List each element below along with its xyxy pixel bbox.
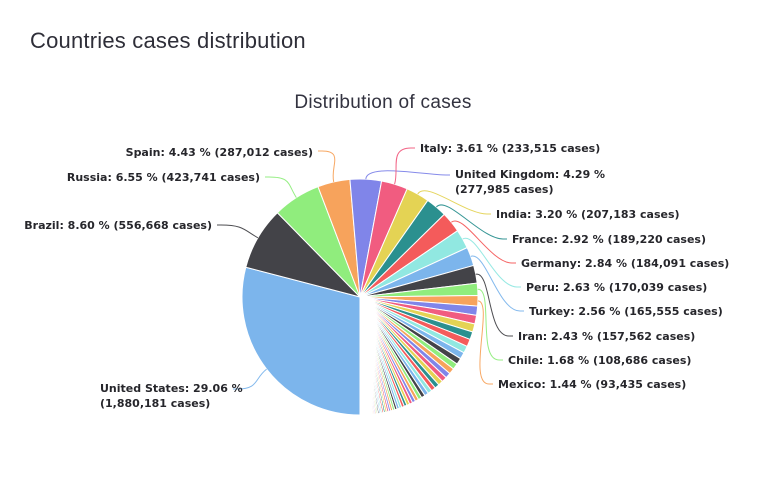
label-connector-united-states (233, 368, 267, 390)
label-connector-iran (475, 273, 513, 337)
label-connector-germany (450, 220, 516, 264)
slice-label-india: India: 3.20 % (207,183 cases) (496, 207, 680, 222)
slice-label-peru: Peru: 2.63 % (170,039 cases) (526, 280, 707, 295)
slice-label-line: (277,985 cases) (455, 183, 554, 196)
label-connectors-group (217, 147, 524, 390)
label-connector-turkey (470, 255, 524, 312)
label-connector-peru (462, 237, 521, 288)
slice-label-line: Italy: 3.61 % (233,515 cases) (420, 142, 601, 155)
label-connector-spain (318, 150, 336, 183)
slice-label-france: France: 2.92 % (189,220 cases) (512, 232, 706, 247)
pie-slices-group (241, 178, 479, 416)
slice-label-mexico: Mexico: 1.44 % (93,435 cases) (498, 377, 686, 392)
slice-label-line: Mexico: 1.44 % (93,435 cases) (498, 378, 687, 391)
slice-label-line: Peru: 2.63 % (170,039 cases) (526, 281, 708, 294)
slice-label-united-kingdom: United Kingdom: 4.29 % (277,985 cases) (455, 167, 605, 197)
label-connector-india (417, 190, 491, 215)
label-connector-russia (265, 176, 297, 198)
slice-label-line: Spain: 4.43 % (287,012 cases) (125, 146, 313, 159)
slice-label-russia: Russia: 6.55 % (423,741 cases) (67, 170, 260, 185)
slice-label-line: Germany: 2.84 % (184,091 cases) (521, 257, 730, 270)
slice-label-line: United States: 29.06 % (100, 382, 243, 395)
slice-label-germany: Germany: 2.84 % (184,091 cases) (521, 256, 729, 271)
slice-label-line: Chile: 1.68 % (108,686 cases) (508, 354, 692, 367)
slice-label-line: India: 3.20 % (207,183 cases) (496, 208, 680, 221)
slice-label-united-states: United States: 29.06 % (1,880,181 cases) (100, 381, 243, 411)
slice-label-iran: Iran: 2.43 % (157,562 cases) (518, 329, 695, 344)
label-connector-united-kingdom (365, 170, 450, 180)
slice-label-line: (1,880,181 cases) (100, 397, 211, 410)
slice-label-line: Russia: 6.55 % (423,741 cases) (66, 171, 260, 184)
slice-label-turkey: Turkey: 2.56 % (165,555 cases) (529, 304, 723, 319)
slice-label-line: United Kingdom: 4.29 % (455, 168, 606, 181)
slice-label-italy: Italy: 3.61 % (233,515 cases) (420, 141, 600, 156)
chart-title: Distribution of cases (294, 92, 472, 113)
slice-label-line: Turkey: 2.56 % (165,555 cases) (529, 305, 723, 318)
label-connector-italy (394, 147, 415, 185)
label-connector-mexico (477, 300, 493, 385)
label-connector-chile (477, 288, 503, 361)
slice-label-chile: Chile: 1.68 % (108,686 cases) (508, 353, 691, 368)
label-connector-brazil (217, 224, 259, 239)
slice-label-line: France: 2.92 % (189,220 cases) (512, 233, 707, 246)
page-title: Countries cases distribution (30, 28, 306, 53)
slice-label-spain: Spain: 4.43 % (287,012 cases) (126, 145, 313, 160)
slice-label-brazil: Brazil: 8.60 % (556,668 cases) (24, 218, 212, 233)
slice-label-line: Iran: 2.43 % (157,562 cases) (518, 330, 696, 343)
label-connector-france (435, 204, 507, 240)
slice-label-line: Brazil: 8.60 % (556,668 cases) (24, 219, 212, 232)
